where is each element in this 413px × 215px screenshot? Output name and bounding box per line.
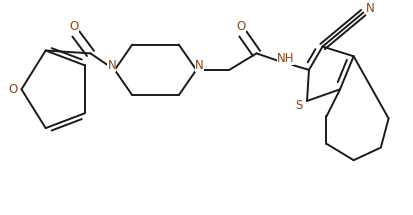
Text: N: N bbox=[107, 58, 116, 72]
Text: N: N bbox=[195, 58, 204, 72]
Text: O: O bbox=[236, 20, 246, 33]
Text: NH: NH bbox=[277, 52, 294, 65]
Text: N: N bbox=[366, 2, 375, 15]
Text: O: O bbox=[69, 20, 78, 33]
Text: O: O bbox=[8, 83, 17, 96]
Text: S: S bbox=[296, 99, 303, 112]
